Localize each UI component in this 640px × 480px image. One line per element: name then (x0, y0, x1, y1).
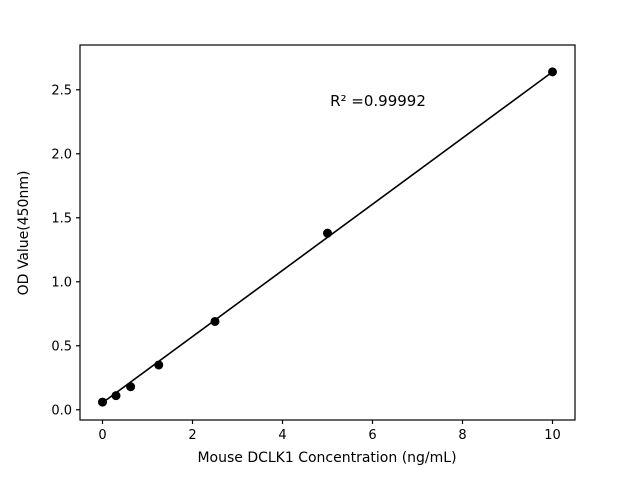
x-tick-label: 10 (544, 428, 561, 443)
x-axis-label: Mouse DCLK1 Concentration (ng/mL) (197, 450, 456, 466)
y-axis-label: OD Value(450nm) (16, 171, 32, 296)
x-tick-label: 4 (278, 428, 286, 443)
y-tick-label: 0.0 (51, 403, 72, 418)
data-point (126, 382, 136, 392)
r-squared-annotation: R² =0.99992 (330, 92, 426, 110)
y-tick-label: 1.0 (51, 275, 72, 290)
x-tick-label: 2 (188, 428, 196, 443)
data-point (111, 391, 121, 401)
x-tick-label: 0 (98, 428, 106, 443)
axes-box (79, 44, 576, 421)
data-point (98, 397, 107, 407)
y-tick-label: 2.0 (51, 147, 72, 162)
y-tick-label: 1.5 (51, 211, 72, 226)
y-tick-label: 2.5 (51, 83, 72, 98)
data-point (210, 316, 220, 326)
data-point (154, 360, 164, 370)
x-tick-label: 8 (458, 428, 466, 443)
x-tick-label: 6 (368, 428, 376, 443)
data-point (548, 67, 557, 77)
data-point (323, 228, 332, 238)
y-tick-label: 0.5 (51, 339, 72, 354)
